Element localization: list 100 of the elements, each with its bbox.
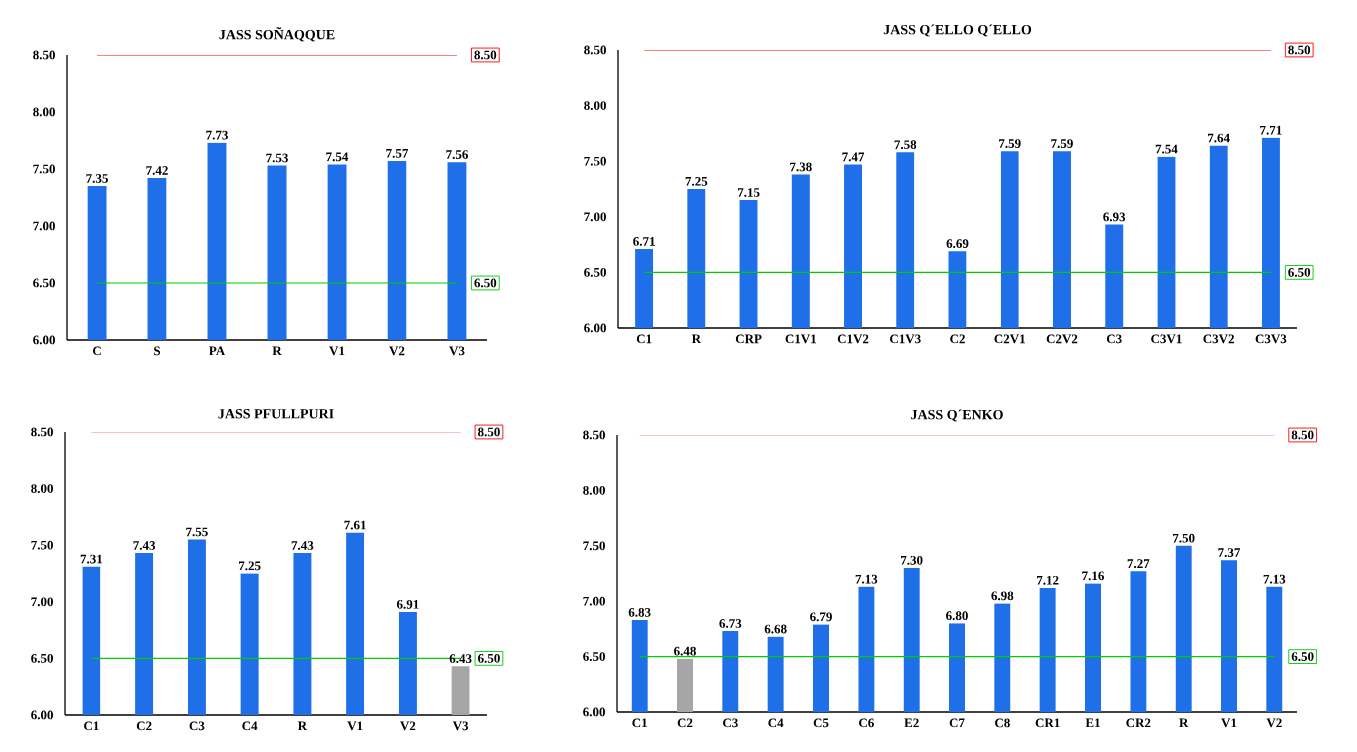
x-tick-label: V1 <box>1221 718 1237 728</box>
data-label: 7.57 <box>386 149 409 158</box>
x-tick-label: C2V1 <box>994 334 1025 344</box>
x-tick-label: E1 <box>1085 718 1100 728</box>
x-tick-label: R <box>272 346 282 356</box>
y-tick-label: 7.00 <box>584 212 606 222</box>
ref-line-label: 8.50 <box>1291 430 1314 440</box>
data-label: 7.27 <box>1127 559 1150 569</box>
data-label: 7.61 <box>344 520 366 530</box>
y-tick-label: 8.50 <box>31 427 53 437</box>
data-label: 6.98 <box>991 591 1014 601</box>
x-tick-label: C6 <box>859 718 874 728</box>
x-tick-label: V1 <box>329 346 345 356</box>
y-tick-label: 8.50 <box>33 50 55 60</box>
x-tick-label: C3 <box>723 718 738 728</box>
data-label: 6.68 <box>764 624 787 634</box>
x-tick-label: CRP <box>735 334 762 344</box>
chart-title: JASS PFULLPURI <box>218 409 334 419</box>
y-tick-label: 7.00 <box>31 597 53 607</box>
y-tick-label: 7.50 <box>33 164 55 174</box>
ref-line-label: 6.50 <box>474 278 497 288</box>
x-tick-label: C2 <box>136 721 152 731</box>
data-label: 7.56 <box>446 150 468 159</box>
data-label: 7.43 <box>291 541 314 550</box>
chart-title: JASS SOÑAQQUE <box>219 27 335 42</box>
x-tick-label: C3 <box>189 721 205 731</box>
data-label: 6.43 <box>449 654 472 664</box>
x-tick-label: C3V2 <box>1203 334 1234 344</box>
x-tick-label: C2 <box>677 718 693 728</box>
data-label: 6.48 <box>674 646 696 656</box>
data-label: 7.59 <box>1051 139 1073 148</box>
x-tick-label: C4 <box>242 721 258 731</box>
y-tick-label: 7.00 <box>33 221 55 231</box>
x-tick-label: V2 <box>400 721 416 731</box>
x-tick-label: V2 <box>389 346 405 356</box>
data-label: 7.53 <box>266 153 288 163</box>
data-label: 7.64 <box>1208 133 1230 143</box>
data-label: 6.79 <box>810 612 832 622</box>
y-tick-label: 7.50 <box>583 541 605 551</box>
x-tick-label: PA <box>209 346 226 356</box>
y-tick-label: 7.00 <box>583 596 605 606</box>
x-tick-label: C4 <box>768 718 784 728</box>
x-tick-label: C1V3 <box>890 334 921 344</box>
chart-title: JASS Q´ELLO Q´ELLO <box>883 24 1032 37</box>
x-tick-label: C3V3 <box>1255 334 1287 344</box>
y-tick-label: 6.50 <box>33 278 55 288</box>
data-label: 6.71 <box>633 237 655 246</box>
data-label: 7.30 <box>901 555 923 565</box>
data-label: 7.54 <box>326 152 349 162</box>
x-tick-label: C1 <box>632 718 647 728</box>
y-tick-label: 8.50 <box>584 45 606 55</box>
ref-line-label: 8.50 <box>478 427 500 437</box>
y-tick-label: 6.00 <box>584 323 606 333</box>
x-tick-label: R <box>691 334 702 344</box>
data-label: 7.25 <box>239 561 261 571</box>
data-label: 7.47 <box>842 152 865 162</box>
y-tick-label: 6.50 <box>584 267 606 277</box>
ref-line-label: 8.50 <box>1288 45 1311 55</box>
data-label: 6.83 <box>628 608 651 617</box>
data-label: 7.25 <box>685 176 708 186</box>
data-label: 7.71 <box>1260 125 1282 135</box>
y-tick-label: 8.00 <box>584 101 606 111</box>
ref-line-label: 8.50 <box>474 50 497 60</box>
data-label: 7.54 <box>1155 144 1178 154</box>
data-label: 7.38 <box>790 162 812 172</box>
data-label: 7.35 <box>86 174 108 183</box>
data-label: 6.80 <box>946 611 968 621</box>
chart-title: JASS Q´ENKO <box>911 409 1003 422</box>
data-label: 6.69 <box>946 239 969 249</box>
x-tick-label: S <box>154 346 161 356</box>
x-tick-label: V1 <box>347 721 363 731</box>
data-label: 7.43 <box>133 541 156 550</box>
data-label: 6.93 <box>1103 212 1126 222</box>
data-label: 6.91 <box>396 599 419 609</box>
y-tick-label: 8.00 <box>583 485 605 495</box>
data-label: 7.16 <box>1082 571 1104 581</box>
x-tick-label: C1V1 <box>785 334 817 344</box>
y-tick-label: 6.00 <box>31 710 53 720</box>
x-tick-label: C1 <box>636 334 652 344</box>
x-tick-label: V2 <box>1266 718 1282 728</box>
x-tick-label: V3 <box>452 721 469 731</box>
data-label: 7.15 <box>737 188 760 197</box>
x-tick-label: C1V2 <box>837 334 869 344</box>
ref-line-label: 6.50 <box>478 653 500 663</box>
x-tick-label: C5 <box>813 718 829 728</box>
y-tick-label: 6.50 <box>583 652 605 661</box>
x-tick-label: E2 <box>904 718 919 728</box>
x-tick-label: C <box>92 346 101 356</box>
data-label: 7.13 <box>1263 574 1286 584</box>
x-tick-label: C8 <box>995 718 1010 728</box>
data-label: 7.37 <box>1218 548 1241 557</box>
data-label: 7.31 <box>80 554 103 564</box>
y-tick-label: 8.00 <box>31 484 53 494</box>
y-tick-label: 8.50 <box>583 430 605 440</box>
ref-line-label: 6.50 <box>1288 267 1311 277</box>
y-tick-label: 8.00 <box>33 107 55 117</box>
x-tick-label: C2V2 <box>1046 334 1078 344</box>
x-tick-label: CR1 <box>1035 718 1060 728</box>
x-tick-label: C3 <box>1106 334 1122 344</box>
y-tick-label: 6.50 <box>31 653 53 663</box>
